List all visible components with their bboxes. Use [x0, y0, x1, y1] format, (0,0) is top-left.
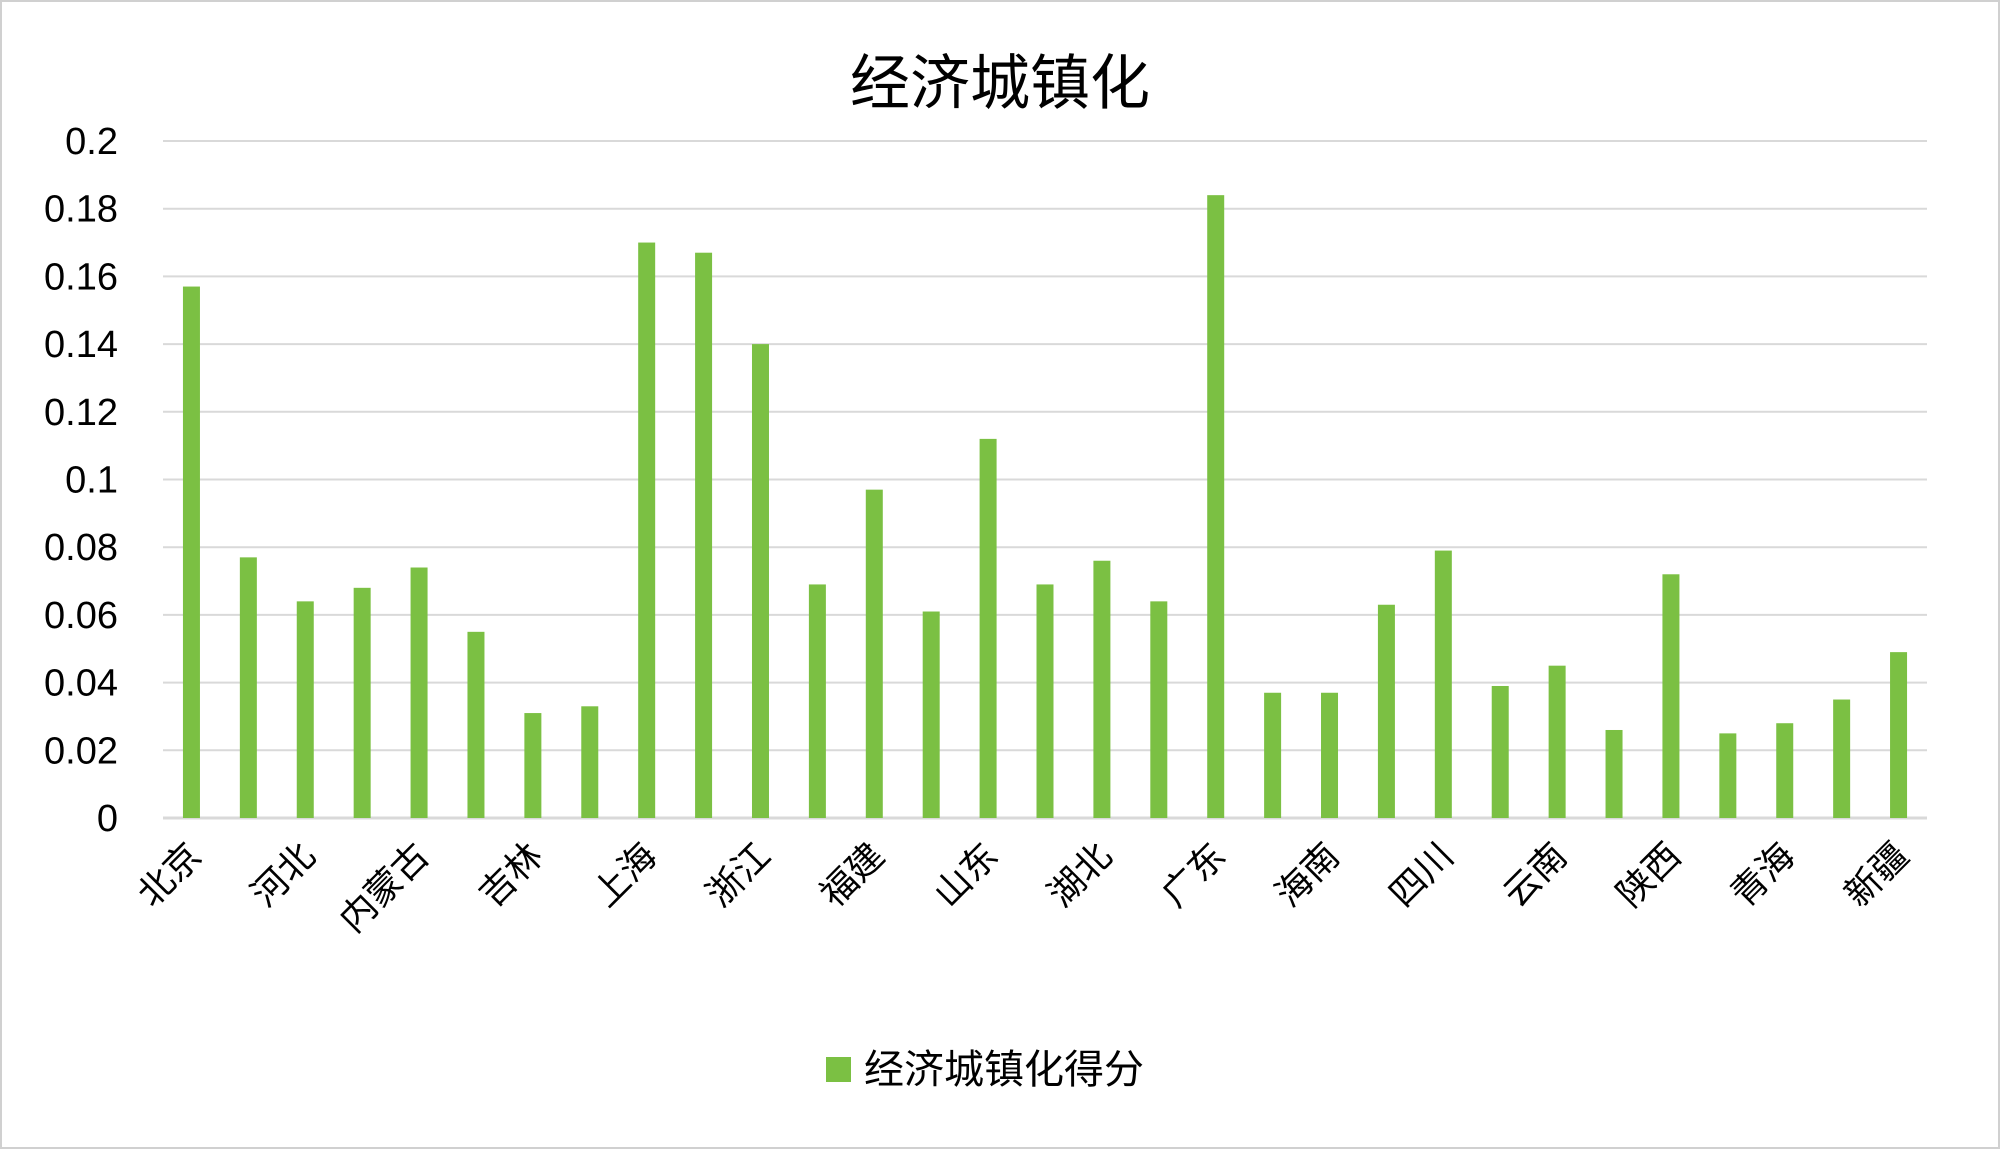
bar [239, 557, 257, 818]
bar [1605, 729, 1623, 818]
y-tick-label: 0.14 [44, 324, 118, 366]
bar [1207, 195, 1225, 818]
bar [1150, 601, 1168, 818]
y-tick-label: 0.2 [65, 121, 118, 163]
y-tick-label: 0.06 [44, 595, 118, 637]
x-tick-label: 北京 [130, 835, 210, 915]
bar [751, 344, 769, 818]
bar [695, 252, 713, 818]
y-tick-label: 0.04 [44, 663, 118, 705]
bar [182, 286, 200, 818]
bar [638, 242, 656, 819]
bars [182, 195, 1908, 819]
bar [979, 438, 997, 818]
bar [1434, 550, 1452, 818]
legend: 经济城镇化得分 [826, 1047, 1144, 1093]
bar [353, 587, 371, 818]
bar [1321, 692, 1339, 818]
y-tick-label: 0.16 [44, 256, 118, 298]
x-axis-ticks: 北京 河北 内蒙古 吉林 上海 浙江 福建 山东 湖北 广东 海南 四川 云南 陕西 青海 新疆 [130, 835, 1917, 940]
x-tick-label: 山东 [927, 835, 1007, 915]
bar [1890, 652, 1908, 818]
x-tick-label: 河北 [244, 835, 324, 915]
bar [1036, 584, 1054, 818]
y-tick-label: 0 [97, 798, 118, 840]
x-tick-label: 新疆 [1837, 835, 1917, 915]
gridlines [163, 140, 1927, 820]
x-tick-label: 四川 [1382, 835, 1462, 915]
bar [581, 706, 599, 818]
bar [1719, 733, 1737, 818]
x-tick-label: 上海 [585, 835, 665, 915]
bar [1377, 604, 1395, 818]
y-axis-ticks: 0 0.02 0.04 0.06 0.08 0.1 0.12 0.14 0.16 0.18 0.2 [44, 121, 118, 840]
x-tick-label: 内蒙古 [332, 835, 437, 940]
x-tick-label: 吉林 [471, 835, 551, 915]
bar [808, 584, 826, 818]
x-tick-label: 海南 [1268, 835, 1348, 915]
legend-label: 经济城镇化得分 [864, 1047, 1144, 1093]
x-tick-label: 浙江 [699, 835, 779, 915]
x-tick-label: 陕西 [1609, 835, 1689, 915]
y-tick-label: 0.12 [44, 392, 118, 434]
bar [410, 567, 428, 818]
y-tick-label: 0.08 [44, 527, 118, 569]
y-tick-label: 0.02 [44, 730, 118, 772]
bar [1662, 574, 1680, 818]
y-tick-label: 0.1 [65, 460, 118, 502]
x-tick-label: 广东 [1154, 835, 1234, 915]
bar [524, 713, 542, 818]
x-tick-label: 福建 [813, 835, 893, 915]
legend-swatch [826, 1057, 851, 1082]
y-tick-label: 0.18 [44, 189, 118, 231]
bar [467, 631, 485, 818]
bar [1776, 723, 1794, 818]
bar [1833, 699, 1851, 818]
x-tick-label: 湖北 [1040, 835, 1120, 915]
x-tick-label: 青海 [1723, 835, 1803, 915]
bar [1093, 560, 1111, 818]
bar [1491, 685, 1509, 818]
bar [1548, 665, 1566, 818]
bar [296, 601, 314, 818]
chart-title: 经济城镇化 [850, 49, 1150, 119]
bar [922, 611, 940, 818]
bar [1264, 692, 1282, 818]
bar [865, 489, 883, 818]
x-tick-label: 云南 [1496, 835, 1576, 915]
